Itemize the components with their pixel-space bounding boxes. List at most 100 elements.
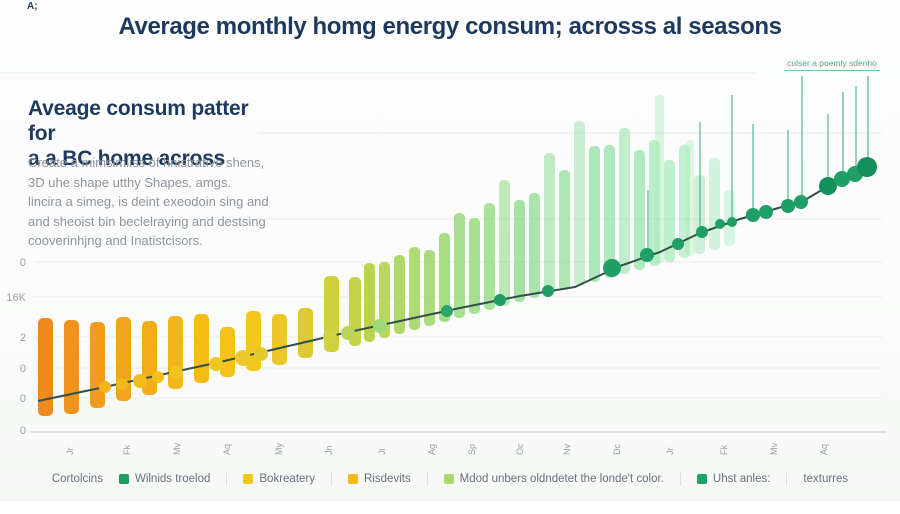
legend-item: Risdevits [348,473,411,485]
bar [649,140,660,266]
data-point [133,374,147,388]
y-tick-label: 2 [20,332,26,344]
description-line: and sheoist bin beclelraying and destsin… [28,213,266,229]
x-tick-label: Dc [612,444,622,455]
legend-label: texturres [803,473,849,485]
legend-swatch-icon [348,474,358,484]
bar [604,145,615,278]
bar [439,233,450,322]
x-tick-label: Aq [819,444,829,455]
legend: Cortolcins Wilnids troelod Bokreatery Risde… [0,469,900,489]
x-tick-label: My [274,443,284,455]
data-point [441,305,453,317]
description-line: 3D uhe shape utthy Shapes. amgs. [28,174,232,190]
data-point [746,208,760,222]
data-points [99,157,877,393]
x-tick-label: Sp [467,444,477,455]
legend-label: Mdod unbers oldndetet the londe't color. [459,473,664,485]
data-point [857,157,877,177]
bar [664,160,675,262]
legend-label: Cortolcins [51,473,103,485]
bar [679,145,690,258]
y-tick-label: 0 [20,257,26,269]
legend-item: Mdod unbers oldndetet the londe't color. [443,473,664,485]
x-tick-label: Mv [769,443,779,455]
x-tick-label: Mv [172,443,182,455]
legend-divider [226,472,228,486]
data-point [759,205,773,219]
bar [454,213,465,318]
x-axis-labels: Jr Fk Mv Aq My Jn Jl Ag Sp Oc Nv Dc Jr Fk Mv Aq [65,443,829,455]
description-line: lincira a simeg, is deint exeodoin sing … [28,194,269,209]
page-title: Average monthly homg energy consum; acro… [118,13,782,40]
bar [634,150,645,270]
stems [647,76,869,253]
data-point [834,171,850,187]
y-tick-label: 0 [20,363,26,375]
x-tick-label: Jn [324,445,334,455]
bar [685,140,694,256]
bar [589,146,600,282]
data-point [715,219,725,229]
bar [559,170,570,290]
data-point [819,177,837,195]
bottom-margin [0,501,900,514]
data-point [341,326,355,340]
bar [298,308,313,358]
description-line: Create a mimsimliss of hnistrative shens… [28,155,265,170]
data-point [169,366,183,380]
legend-item: Uhst anles: [696,473,770,485]
legend-label: Bokreatery [259,473,315,485]
data-point [727,217,737,227]
x-tick-label: Jr [65,448,75,456]
x-tick-label: Nv [562,444,572,455]
chart-description: Create a mimsimliss of hnistrative shens… [28,153,269,251]
data-point [781,199,795,213]
chart-subtitle-line2: a a BC home across [28,147,226,170]
y-tick-label: 16K [6,292,26,304]
bar [424,250,435,326]
legend-swatch-icon [243,474,254,484]
bar [469,218,480,314]
data-point [542,285,554,297]
x-tick-label: Ag [427,444,437,455]
legend-swatch-icon [443,474,454,484]
bar [484,203,495,310]
legend-item: Cortolcins [52,473,103,485]
bar [90,322,105,408]
bar [272,314,287,365]
data-point [672,238,684,250]
legend-item: Bokreatery [243,473,315,485]
description-line: cooverinhjng and Inatistcisors. [28,233,203,248]
data-point [323,330,337,344]
legend-label: Wilnids troelod [134,473,211,485]
trend-line [37,166,869,402]
bar [38,318,53,416]
chart-subtitle-line1: Aveage consum patter for [28,97,249,145]
bar [499,180,510,306]
data-point [794,195,808,209]
bar [514,200,525,302]
trend-line-group [37,166,869,402]
legend-divider [331,472,332,486]
data-point [209,357,223,371]
corner-mark: A; [27,1,38,12]
chart-annotation: culser a poemly sdenho [784,58,880,71]
legend-label: Risdevits [364,473,411,485]
data-point [152,371,164,383]
bar [194,314,209,383]
bar [364,263,375,342]
legend-divider [426,472,428,486]
data-point [640,248,654,262]
x-tick-label: Jl [377,449,387,456]
x-tick-label: Oc [515,443,525,455]
legend-divider [679,472,681,486]
legend-swatch-icon [118,474,129,484]
data-point [99,381,111,393]
data-point [235,350,251,366]
y-tick-label: 0 [20,425,26,437]
bar [619,128,630,274]
bar [529,193,540,298]
legend-divider [786,472,788,486]
